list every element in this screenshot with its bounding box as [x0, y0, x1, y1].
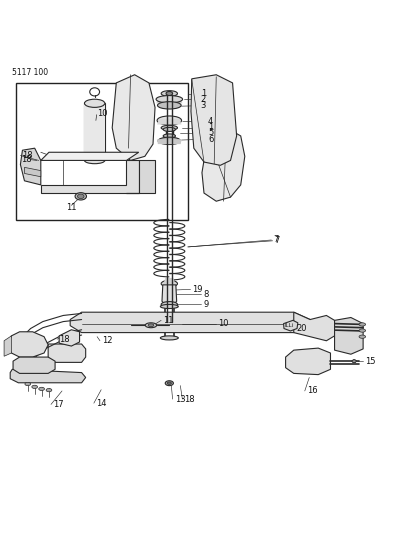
Text: 8: 8 [203, 290, 208, 298]
Text: 7: 7 [274, 236, 279, 245]
Polygon shape [191, 75, 237, 165]
Text: 6: 6 [208, 135, 213, 144]
Text: 10: 10 [218, 319, 229, 328]
Text: 11: 11 [66, 203, 77, 212]
Ellipse shape [160, 304, 178, 309]
Ellipse shape [352, 360, 356, 362]
Ellipse shape [165, 381, 173, 386]
Text: 3: 3 [201, 101, 206, 110]
Polygon shape [157, 139, 182, 144]
Text: 7: 7 [273, 236, 279, 245]
Text: 9: 9 [203, 300, 208, 309]
Text: ILLi: ILLi [284, 323, 293, 328]
Ellipse shape [166, 92, 173, 95]
Ellipse shape [160, 336, 178, 340]
Polygon shape [59, 330, 80, 346]
Polygon shape [202, 128, 245, 201]
Polygon shape [284, 320, 298, 331]
Ellipse shape [78, 194, 84, 199]
Ellipse shape [148, 324, 154, 327]
Ellipse shape [161, 302, 177, 308]
Text: 18: 18 [184, 394, 195, 403]
Polygon shape [41, 152, 139, 160]
Polygon shape [126, 160, 155, 193]
Polygon shape [41, 160, 139, 193]
Ellipse shape [157, 102, 181, 109]
Polygon shape [112, 75, 155, 160]
Polygon shape [24, 167, 41, 177]
Polygon shape [157, 119, 182, 125]
Ellipse shape [161, 280, 177, 287]
Text: 1: 1 [201, 89, 206, 98]
Bar [16, 83, 188, 220]
Text: 20: 20 [296, 324, 307, 333]
Text: 11: 11 [163, 316, 174, 325]
Ellipse shape [359, 323, 366, 326]
Ellipse shape [84, 157, 105, 164]
Text: 18: 18 [59, 335, 70, 344]
Ellipse shape [161, 91, 177, 96]
Polygon shape [156, 97, 182, 103]
Ellipse shape [167, 382, 171, 384]
Ellipse shape [157, 116, 182, 125]
Text: 1: 1 [208, 123, 213, 132]
Text: 10: 10 [97, 109, 108, 118]
Text: 5: 5 [208, 128, 213, 137]
Ellipse shape [163, 134, 175, 138]
Ellipse shape [75, 192, 86, 200]
Polygon shape [10, 369, 86, 383]
Text: 14: 14 [96, 399, 106, 408]
Text: 15: 15 [365, 357, 376, 366]
Text: 16: 16 [307, 386, 317, 395]
Ellipse shape [352, 360, 356, 362]
Polygon shape [286, 348, 330, 375]
Ellipse shape [39, 387, 44, 391]
Text: 19: 19 [193, 285, 203, 294]
Polygon shape [70, 312, 310, 333]
Text: 18: 18 [21, 155, 32, 164]
Polygon shape [162, 285, 177, 303]
Polygon shape [13, 357, 55, 374]
Ellipse shape [84, 99, 105, 107]
Text: 18: 18 [22, 151, 33, 160]
Ellipse shape [25, 382, 31, 386]
Text: 13: 13 [175, 394, 185, 403]
Text: 5117 100: 5117 100 [12, 68, 49, 77]
Text: 17: 17 [53, 400, 64, 409]
Polygon shape [48, 344, 86, 362]
Ellipse shape [352, 360, 356, 362]
Text: 4: 4 [208, 117, 213, 126]
Polygon shape [84, 103, 105, 160]
Ellipse shape [145, 323, 157, 328]
Ellipse shape [359, 329, 366, 332]
Ellipse shape [352, 360, 356, 362]
Ellipse shape [359, 335, 366, 338]
Ellipse shape [156, 95, 182, 103]
Ellipse shape [158, 137, 180, 144]
Polygon shape [164, 278, 175, 284]
Text: 12: 12 [102, 336, 113, 345]
Text: 2: 2 [201, 95, 206, 104]
Ellipse shape [46, 389, 52, 392]
Polygon shape [8, 332, 48, 357]
Ellipse shape [161, 125, 177, 130]
Ellipse shape [163, 127, 175, 132]
Polygon shape [4, 336, 11, 356]
Polygon shape [294, 312, 335, 341]
Polygon shape [335, 318, 363, 354]
Polygon shape [20, 148, 41, 185]
Ellipse shape [32, 385, 38, 389]
